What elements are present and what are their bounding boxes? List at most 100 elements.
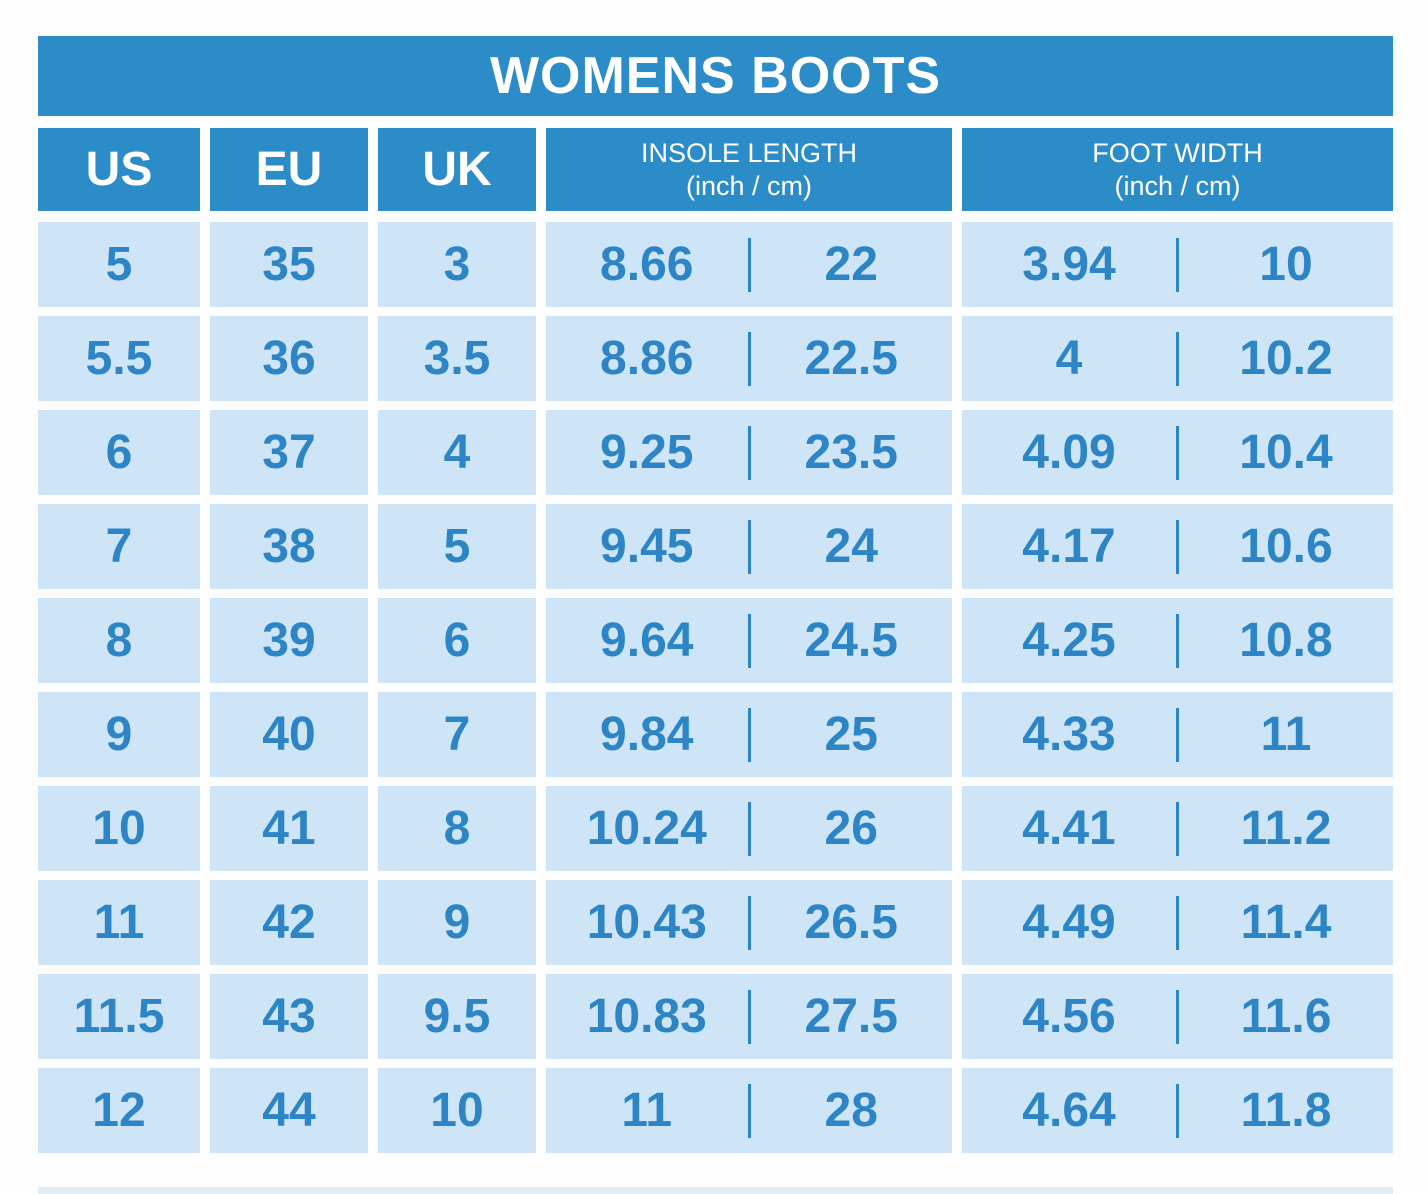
insole-cm-value: 22.5 [804,332,898,385]
next-section-cutoff [38,1187,1393,1194]
us-cell: 12 [38,1068,200,1153]
uk-value: 3.5 [423,332,491,385]
column-header-sublabel: (inch / cm) [1114,170,1241,201]
width-inch-value: 4.09 [1022,426,1116,479]
insole-length-cell: 8.66 22 [546,222,952,307]
uk-value: 6 [443,614,471,667]
us-value: 8 [105,614,133,667]
eu-cell: 36 [210,316,368,401]
insole-cm-value: 26 [824,802,878,855]
us-value: 7 [105,520,133,573]
insole-inch-value: 10.83 [586,990,707,1043]
width-cm-value: 11 [1260,708,1312,761]
cell-divider [1176,425,1179,480]
cell-divider [1176,801,1179,856]
us-cell: 7 [38,504,200,589]
width-cm-value: 11.6 [1240,990,1332,1043]
width-cm-value: 10.4 [1239,426,1333,479]
column-header-label: EU [255,143,323,196]
eu-cell: 43 [210,974,368,1059]
us-value: 6 [105,426,133,479]
eu-value: 42 [262,896,316,949]
uk-cell: 8 [378,786,536,871]
width-inch-value: 4.17 [1022,520,1116,573]
us-cell: 10 [38,786,200,871]
uk-cell: 9 [378,880,536,965]
cell-divider [1176,895,1179,950]
us-value: 11.5 [73,990,165,1043]
cell-divider [747,519,751,574]
uk-value: 3 [443,238,471,291]
column-header-eu: EU [210,128,368,211]
insole-inch-value: 10.43 [586,896,707,949]
eu-cell: 39 [210,598,368,683]
us-value: 5 [105,238,133,291]
foot-width-cell: 4.64 11.8 [962,1068,1393,1153]
eu-value: 35 [262,238,316,291]
cell-divider [747,1083,751,1138]
eu-value: 38 [262,520,316,573]
insole-length-cell: 10.43 26.5 [546,880,952,965]
us-cell: 11.5 [38,974,200,1059]
cell-divider [1176,519,1179,574]
foot-width-cell: 4.33 11 [962,692,1393,777]
uk-cell: 6 [378,598,536,683]
insole-inch-value: 8.86 [600,332,694,385]
us-cell: 8 [38,598,200,683]
column-header-sublabel: (inch / cm) [685,170,812,201]
cell-divider [1176,237,1179,292]
uk-cell: 5 [378,504,536,589]
column-header-label: INSOLE LENGTH [640,138,858,169]
insole-inch-value: 10.24 [586,802,707,855]
insole-length-cell: 8.86 22.5 [546,316,952,401]
eu-cell: 35 [210,222,368,307]
width-cm-value: 11.8 [1240,1084,1332,1137]
foot-width-cell: 4 10.2 [962,316,1393,401]
cell-divider [747,425,751,480]
insole-length-cell: 10.24 26 [546,786,952,871]
eu-cell: 42 [210,880,368,965]
insole-inch-value: 9.45 [600,520,694,573]
uk-value: 5 [443,520,471,573]
foot-width-cell: 4.17 10.6 [962,504,1393,589]
uk-cell: 7 [378,692,536,777]
width-inch-value: 4.56 [1022,990,1116,1043]
cell-divider [747,989,751,1044]
us-value: 10 [92,802,146,855]
eu-cell: 40 [210,692,368,777]
column-header-foot-width: FOOT WIDTH (inch / cm) [962,128,1393,211]
cell-divider [1176,1083,1179,1138]
uk-cell: 4 [378,410,536,495]
width-inch-value: 3.94 [1022,238,1116,291]
foot-width-cell: 4.41 11.2 [962,786,1393,871]
width-inch-value: 4.49 [1022,896,1116,949]
insole-cm-value: 24.5 [804,614,898,667]
width-inch-value: 4 [1055,332,1083,385]
uk-cell: 3.5 [378,316,536,401]
us-value: 5.5 [85,332,153,385]
column-header-label: UK [422,143,492,196]
eu-value: 43 [262,990,316,1043]
width-inch-value: 4.41 [1022,802,1116,855]
width-cm-value: 10.6 [1239,520,1333,573]
cell-divider [1176,707,1179,762]
foot-width-cell: 4.49 11.4 [962,880,1393,965]
chart-title-bar: WOMENS BOOTS [38,36,1393,116]
uk-cell: 9.5 [378,974,536,1059]
us-value: 9 [105,708,133,761]
foot-width-cell: 4.25 10.8 [962,598,1393,683]
insole-inch-value: 9.64 [600,614,694,667]
cell-divider [1176,331,1179,386]
column-header-label: FOOT WIDTH [1092,138,1263,169]
cell-divider [1176,989,1179,1044]
eu-cell: 44 [210,1068,368,1153]
insole-length-cell: 9.64 24.5 [546,598,952,683]
column-header-label: US [85,143,153,196]
womens-boots-size-chart: WOMENS BOOTS US EU UK INSOLE LENGTH (inc… [38,36,1393,1153]
uk-cell: 3 [378,222,536,307]
insole-length-cell: 9.84 25 [546,692,952,777]
cell-divider [1176,613,1179,668]
insole-length-cell: 11 28 [546,1068,952,1153]
width-inch-value: 4.33 [1022,708,1116,761]
us-cell: 5 [38,222,200,307]
